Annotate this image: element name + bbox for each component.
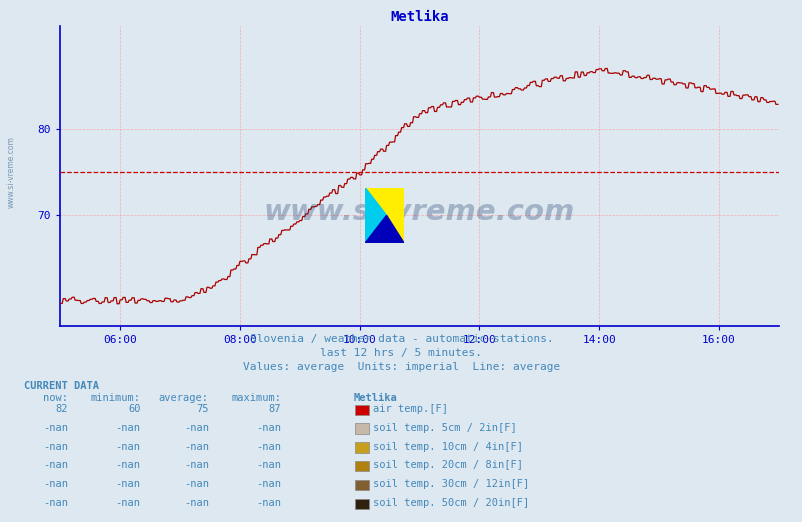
Text: -nan: -nan [256,479,281,489]
Text: soil temp. 5cm / 2in[F]: soil temp. 5cm / 2in[F] [372,423,516,433]
Text: -nan: -nan [115,460,140,470]
Text: -nan: -nan [43,498,68,508]
Text: Metlika: Metlika [353,393,396,402]
Text: -nan: -nan [43,423,68,433]
Text: -nan: -nan [115,442,140,452]
Text: last 12 hrs / 5 minutes.: last 12 hrs / 5 minutes. [320,348,482,358]
Text: -nan: -nan [184,498,209,508]
Text: Slovenia / weather data - automatic stations.: Slovenia / weather data - automatic stat… [249,334,553,344]
Text: 75: 75 [196,404,209,414]
Text: -nan: -nan [184,479,209,489]
Text: CURRENT DATA: CURRENT DATA [24,381,99,391]
Text: maximum:: maximum: [231,393,281,402]
Text: average:: average: [159,393,209,402]
Text: www.si-vreme.com: www.si-vreme.com [264,198,574,226]
Text: -nan: -nan [256,442,281,452]
Text: -nan: -nan [184,460,209,470]
Text: Values: average  Units: imperial  Line: average: Values: average Units: imperial Line: av… [242,362,560,372]
Text: soil temp. 50cm / 20in[F]: soil temp. 50cm / 20in[F] [372,498,529,508]
Text: 87: 87 [268,404,281,414]
Text: -nan: -nan [115,479,140,489]
Text: now:: now: [43,393,68,402]
Text: -nan: -nan [43,442,68,452]
Text: -nan: -nan [256,423,281,433]
Text: -nan: -nan [43,460,68,470]
Text: 82: 82 [55,404,68,414]
Text: -nan: -nan [115,423,140,433]
Text: air temp.[F]: air temp.[F] [372,404,447,414]
Text: -nan: -nan [184,442,209,452]
Text: -nan: -nan [184,423,209,433]
Polygon shape [365,188,386,243]
Title: Metlika: Metlika [390,9,448,23]
Text: -nan: -nan [115,498,140,508]
Text: soil temp. 10cm / 4in[F]: soil temp. 10cm / 4in[F] [372,442,522,452]
Text: -nan: -nan [256,498,281,508]
Text: -nan: -nan [43,479,68,489]
Text: minimum:: minimum: [91,393,140,402]
Text: 60: 60 [128,404,140,414]
Text: soil temp. 20cm / 8in[F]: soil temp. 20cm / 8in[F] [372,460,522,470]
Text: www.si-vreme.com: www.si-vreme.com [6,136,15,208]
Text: -nan: -nan [256,460,281,470]
Text: soil temp. 30cm / 12in[F]: soil temp. 30cm / 12in[F] [372,479,529,489]
Polygon shape [365,215,403,243]
